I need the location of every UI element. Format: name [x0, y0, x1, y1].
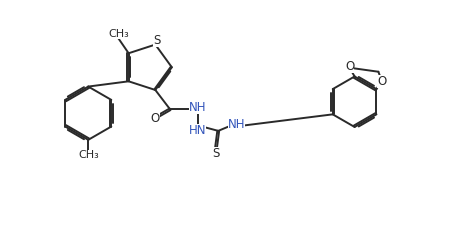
Text: S: S — [153, 34, 161, 47]
Text: NH: NH — [189, 101, 206, 114]
Text: O: O — [151, 112, 160, 125]
Text: O: O — [345, 60, 354, 73]
Text: S: S — [212, 147, 219, 160]
Text: O: O — [377, 75, 386, 88]
Text: CH₃: CH₃ — [108, 29, 129, 39]
Text: NH: NH — [228, 119, 246, 131]
Text: HN: HN — [189, 124, 206, 137]
Text: CH₃: CH₃ — [78, 150, 99, 161]
